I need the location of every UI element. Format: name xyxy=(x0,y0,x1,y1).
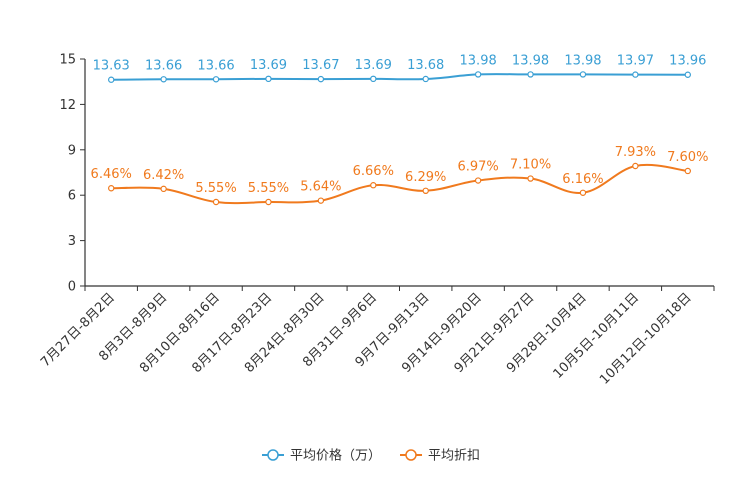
data-label: 13.66 xyxy=(197,58,234,73)
data-point xyxy=(212,198,220,206)
data-point xyxy=(422,187,429,195)
legend-marker-icon xyxy=(405,449,417,461)
legend-item-2[interactable]: 平均折扣 xyxy=(400,449,480,464)
data-label: 5.55% xyxy=(195,181,236,196)
data-label: 5.55% xyxy=(248,181,289,196)
data-label: 13.97 xyxy=(617,54,654,69)
data-label: 6.66% xyxy=(353,164,394,179)
axes: 036912157月27日-8月2日8月3日-8月9日8月10日-8月16日8月… xyxy=(38,53,715,388)
data-point xyxy=(370,75,377,83)
data-label: 13.98 xyxy=(460,53,497,68)
data-point xyxy=(632,162,639,170)
series-line-1 xyxy=(111,73,688,81)
y-tick-label: 0 xyxy=(68,280,76,295)
data-label: 13.66 xyxy=(145,58,182,73)
data-label: 13.96 xyxy=(669,54,706,69)
data-label: 13.63 xyxy=(93,59,130,74)
legend-marker-icon xyxy=(267,449,279,461)
data-point xyxy=(474,71,482,78)
series-line-2 xyxy=(111,163,688,205)
data-point xyxy=(527,71,534,78)
y-tick-label: 6 xyxy=(68,189,76,204)
data-point xyxy=(265,75,272,83)
series-layer: 13.63 13.66 13.66 13.69 13.67 13.69 13.68 13.98… xyxy=(91,53,708,206)
data-label: 6.46% xyxy=(91,167,132,182)
data-label: 7.93% xyxy=(615,145,656,160)
data-point xyxy=(422,75,429,83)
y-tick-label: 12 xyxy=(59,98,76,113)
data-point xyxy=(317,197,325,204)
data-point xyxy=(160,76,167,83)
data-label: 13.98 xyxy=(512,53,549,68)
data-point xyxy=(579,189,587,196)
data-label: 5.64% xyxy=(300,180,341,195)
data-point xyxy=(684,71,691,78)
data-point xyxy=(370,182,377,189)
data-point xyxy=(317,75,325,83)
legend-label: 平均价格（万） xyxy=(290,448,381,464)
x-tick-label: 10月12日-10月18日 xyxy=(597,290,694,387)
data-label: 13.98 xyxy=(564,53,601,68)
data-label: 13.68 xyxy=(407,58,444,73)
legend-label: 平均折扣 xyxy=(428,449,480,464)
data-label: 13.69 xyxy=(355,58,392,73)
y-tick-label: 15 xyxy=(59,53,76,68)
y-tick-label: 9 xyxy=(68,143,76,158)
data-point xyxy=(527,175,534,182)
data-point xyxy=(108,185,115,192)
data-label: 6.42% xyxy=(143,168,184,183)
data-point xyxy=(684,167,691,175)
data-point xyxy=(265,198,272,206)
data-label: 7.10% xyxy=(510,158,551,173)
data-point xyxy=(108,76,115,83)
data-label: 13.67 xyxy=(302,58,339,73)
data-point xyxy=(632,71,639,78)
data-point xyxy=(160,185,167,193)
legend[interactable]: 平均价格（万） 平均折扣 xyxy=(262,448,480,464)
data-point xyxy=(212,76,220,83)
data-label: 6.97% xyxy=(457,160,498,175)
data-label: 6.29% xyxy=(405,170,446,185)
legend-item-1[interactable]: 平均价格（万） xyxy=(262,448,381,464)
data-point xyxy=(474,177,482,184)
data-label: 13.69 xyxy=(250,58,287,73)
data-label: 7.60% xyxy=(667,150,708,165)
data-point xyxy=(579,71,587,78)
y-tick-label: 3 xyxy=(68,234,76,249)
data-label: 6.16% xyxy=(562,172,603,187)
